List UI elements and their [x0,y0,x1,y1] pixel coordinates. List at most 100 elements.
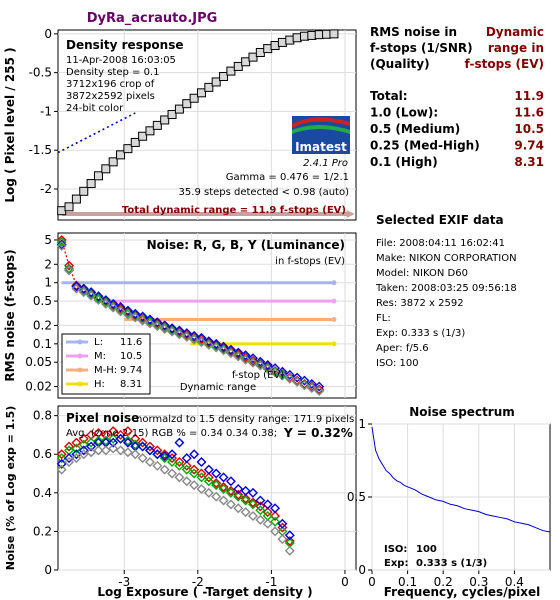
data-point [108,298,119,309]
density-point [211,77,221,87]
summary-row-value: 10.5 [514,122,544,136]
data-point [196,472,207,483]
chart-title: Density response [66,38,184,52]
density-point [322,29,332,39]
data-point [122,426,133,437]
legend-value: 9.74 [120,365,142,376]
data-point [167,468,178,479]
legend-marker [77,367,83,373]
spectrum-line [371,426,551,533]
data-point [211,480,222,491]
data-point [115,429,126,440]
y-axis-label: RMS noise (f-stops) [3,249,17,381]
summary-table: RMS noise in f-stops (1/SNR) (Quality) D… [370,25,544,169]
density-point [57,206,67,216]
dynamic-range-arrow [346,210,355,218]
data-point [108,437,119,448]
data-point [233,491,244,502]
data-point [152,321,163,332]
data-point [137,311,148,322]
data-point [262,363,273,374]
data-point [144,441,155,452]
data-point [203,339,214,350]
data-point [144,456,155,467]
data-point [86,441,97,452]
data-point [262,507,273,518]
density-point [314,30,324,40]
series-b [56,239,325,392]
threshold-end [331,341,337,347]
y-tick-label: 2 [44,257,52,271]
data-point [159,449,170,460]
data-point [137,437,148,448]
data-point [233,347,244,358]
data-point [218,341,229,352]
data-point [159,451,170,462]
density-point [329,29,339,39]
data-point [284,373,295,384]
data-point [122,305,133,316]
y-tick-label: 1 [358,417,366,431]
data-point [189,330,200,341]
data-point [203,336,214,347]
data-point [247,499,258,510]
data-point [86,437,97,448]
data-point [225,487,236,498]
density-response-chart: 0 -0.5 -1 -1.5 -2 Log ( Pixel level / 255 ) De… [3,27,357,221]
data-point [137,441,148,452]
data-point [196,332,207,343]
density-point [277,37,287,47]
y-tick-label: -0.5 [29,66,52,80]
exif-line: Make: NIKON CORPORATION [376,253,517,264]
data-point [284,536,295,547]
y-tick-label: 0.2 [33,318,52,332]
x-axis-label: Frequency, cycles/pixel [384,585,541,599]
info-line: normalzd to 1.5 density range: 171.9 pix… [136,414,354,425]
x-tick-label: 0.4 [505,575,524,589]
data-point [152,460,163,471]
data-point [78,283,89,294]
legend-name: M-H: [94,365,117,376]
density-point [292,33,302,43]
data-point [189,334,200,345]
file-title: DyRa_acrauto.JPG [87,11,218,26]
data-point [189,468,200,479]
pixel-noise-chart: 0 0.2 0.4 0.6 0.8 Noise (% of Log exp = 1.5) -… [4,405,357,589]
density-point [93,171,103,181]
density-point [263,44,273,54]
chart-title: Pixel noise [66,411,139,425]
data-point [130,439,141,450]
density-point [71,194,81,204]
data-point [86,290,97,301]
data-point [174,329,185,340]
y-tick-label: 0 [44,563,52,577]
data-point [314,381,325,392]
summary-row-label: 0.25 (Med-High) [370,139,480,153]
legend-marker [77,381,83,387]
data-point [255,514,266,525]
data-point [108,302,119,313]
data-point [284,530,295,541]
data-point [100,435,111,446]
data-point [247,357,258,368]
data-point [159,320,170,331]
info-line: Avg. (zone 2-15) RGB % = 0.34 0.34 0.38; [66,428,277,439]
summary-row-value: 9.74 [514,139,544,153]
data-point [284,545,295,556]
y-tick-label: 0.2 [33,524,52,538]
data-point [306,382,317,393]
data-point [196,334,207,344]
data-point [64,456,75,467]
data-point [218,483,229,494]
y-axis-label: Noise (% of Log exp = 1.5) [4,406,17,571]
summary-col2-header-3: f-stops (EV) [465,57,544,71]
data-point [218,482,229,493]
legend-name: L: [94,337,103,348]
threshold-end [331,298,337,304]
data-point [211,468,222,479]
data-point [262,518,273,529]
x-tick-label: -1 [265,575,277,589]
summary-col2-header-1: Dynamic [486,25,544,39]
density-point [248,52,258,62]
